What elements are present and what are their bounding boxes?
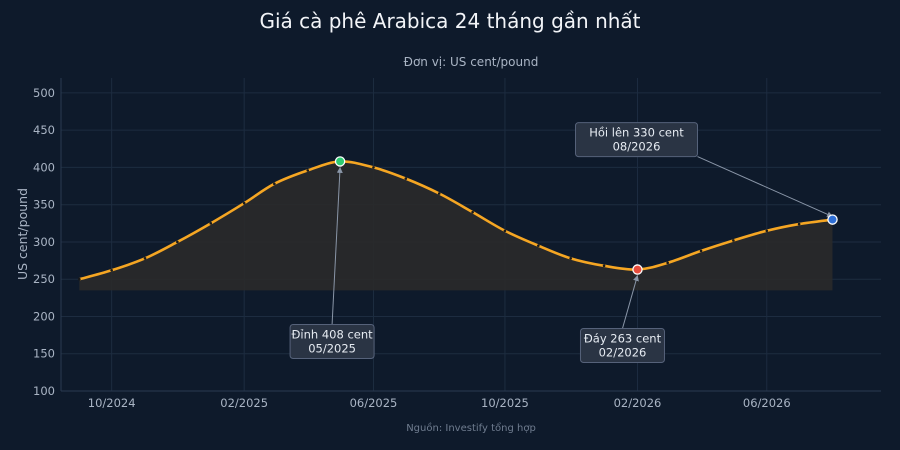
data-point	[471, 210, 474, 214]
area-fill-layer	[79, 161, 833, 291]
y-tick-label: 300	[33, 235, 55, 249]
peak-annotation-box	[289, 323, 375, 359]
trough-marker	[632, 264, 643, 275]
data-point	[209, 222, 213, 225]
trough-annotation-value: Đáy 263 cent	[584, 332, 662, 346]
peak-marker	[334, 156, 346, 167]
y-tick-label: 350	[33, 198, 55, 212]
x-tick-label: 10/2024	[88, 396, 136, 410]
y-tick-label: 150	[33, 347, 55, 361]
data-point	[404, 177, 408, 180]
data-point	[306, 169, 310, 172]
data-point	[569, 257, 572, 260]
area-fill	[79, 161, 833, 291]
last-annotation-arrow	[697, 156, 834, 218]
peak-annotation-date: 05/2025	[308, 341, 356, 355]
y-tick-label: 200	[33, 309, 55, 323]
annotation-arrows	[331, 156, 834, 329]
data-point	[503, 229, 507, 233]
data-point	[537, 244, 540, 247]
data-point	[602, 264, 606, 268]
last-annotation-box	[575, 122, 699, 158]
peak-annotation-arrow	[331, 166, 343, 325]
y-tick-label: 450	[33, 123, 55, 137]
x-tick-label: 10/2025	[481, 396, 529, 410]
data-point	[765, 229, 769, 233]
data-point	[699, 249, 703, 253]
x-tick-label: 06/2026	[743, 396, 791, 410]
last-annotation-value: Hồi lên 330 cent	[589, 126, 684, 140]
x-tick-label: 02/2025	[220, 396, 268, 410]
data-point	[110, 268, 113, 272]
trough-annotation-arrow	[621, 274, 639, 329]
data-point	[797, 222, 801, 226]
data-point	[242, 201, 246, 205]
data-point	[143, 257, 147, 260]
peak-annotation-value: Đỉnh 408 cent	[292, 327, 374, 341]
data-point	[273, 182, 276, 186]
last-marker	[827, 214, 838, 225]
data-point	[666, 261, 669, 265]
y-ticks: 100 150 200 250 300 350 400 450 500	[33, 86, 55, 398]
price-series-line	[78, 160, 833, 281]
source-note: Nguồn: Investify tổng hợp	[406, 421, 536, 434]
x-ticks: 10/2024 02/2025 06/2025 10/2025 02/2026 06/20…	[88, 396, 791, 410]
data-point	[176, 240, 179, 244]
chart-subtitle: Đơn vị: US cent/pound	[404, 55, 539, 69]
last-annotation-date: 08/2026	[613, 140, 661, 154]
x-tick-label: 02/2026	[614, 396, 662, 410]
point-markers	[334, 156, 838, 275]
data-point	[732, 239, 735, 242]
y-tick-label: 100	[33, 384, 55, 398]
data-point	[78, 277, 81, 281]
trough-annotation-box	[579, 328, 665, 364]
data-point	[372, 166, 375, 169]
y-tick-label: 400	[33, 160, 55, 174]
y-tick-label: 250	[33, 272, 55, 286]
trough-annotation-date: 02/2026	[599, 346, 647, 360]
data-point	[437, 192, 441, 195]
y-tick-label: 500	[33, 86, 55, 100]
chart-title: Giá cà phê Arabica 24 tháng gần nhất	[259, 9, 640, 33]
y-axis-label: US cent/pound	[15, 188, 30, 280]
x-tick-label: 06/2025	[350, 396, 398, 410]
